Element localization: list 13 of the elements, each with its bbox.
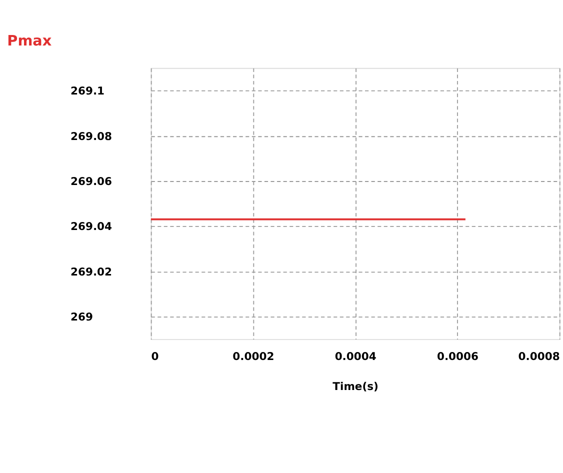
y-tick-label: 269.02 [70, 265, 112, 278]
y-tick-label: 269.04 [70, 220, 112, 234]
x-tick-label: 0.0002 [232, 350, 274, 364]
y-tick-label: 269 [70, 310, 93, 324]
y-tick-label: 269.06 [70, 174, 112, 188]
x-axis-title: Time(s) [332, 380, 378, 393]
y-tick-label: 269.08 [70, 130, 112, 143]
x-tick-label: 0.0006 [436, 350, 478, 364]
y-tick-label: 269.1 [70, 84, 105, 98]
x-tick-label: 0.0004 [334, 350, 376, 364]
x-tick-label: 0 [151, 350, 159, 364]
text: Pmax [7, 33, 52, 50]
x-tick-label: 0.0008 [518, 350, 560, 364]
